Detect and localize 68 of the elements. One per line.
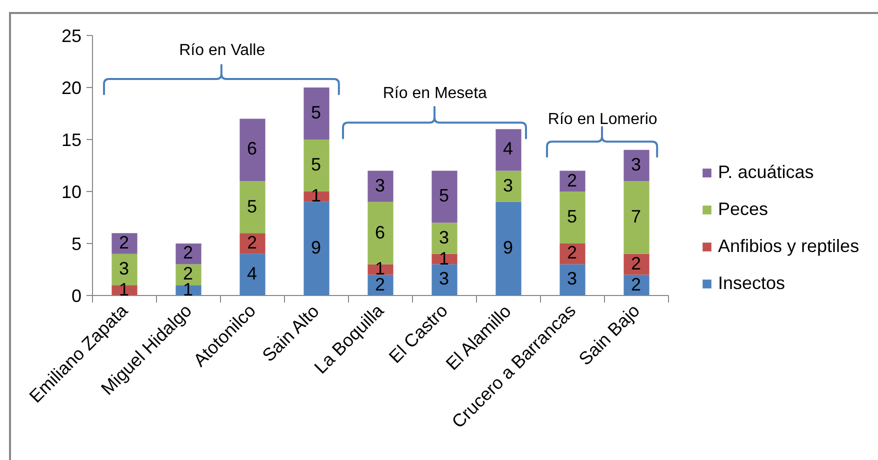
bar	[432, 222, 458, 254]
bar	[624, 150, 650, 182]
bar	[560, 192, 586, 244]
bar	[432, 254, 458, 264]
y-tick-label: 25	[61, 26, 82, 46]
annotation: Río en Meseta	[382, 85, 488, 102]
data-label: 2	[182, 243, 194, 264]
data-label: 3	[502, 175, 514, 196]
bar	[240, 181, 266, 234]
data-label: 7	[630, 206, 642, 228]
bar	[432, 264, 458, 296]
legend-label: Peces	[718, 199, 768, 220]
data-label: 1	[118, 279, 130, 300]
bar	[624, 181, 650, 254]
bar	[240, 118, 266, 182]
bar	[240, 233, 266, 254]
data-label: 6	[246, 139, 258, 160]
legend-label: Insectos	[718, 273, 786, 294]
data-label: 3	[630, 154, 642, 176]
bar	[432, 170, 458, 223]
data-label: 5	[566, 206, 578, 228]
bar	[304, 88, 330, 140]
bar	[368, 274, 394, 296]
data-label: 1	[310, 186, 322, 207]
legend-label: Anfibios y reptiles	[718, 236, 860, 257]
data-label: 1	[438, 248, 450, 269]
annotation: Río en Lomerio	[548, 111, 658, 128]
data-label: 2	[630, 253, 642, 274]
bar	[624, 274, 650, 296]
y-tick-label: 5	[71, 234, 82, 254]
bar	[304, 202, 330, 296]
data-label: 2	[246, 232, 258, 254]
bar	[560, 244, 586, 264]
data-label: 9	[502, 238, 514, 259]
data-label: 2	[566, 170, 578, 191]
bar	[560, 170, 586, 192]
y-tick-label: 0	[71, 286, 82, 306]
data-label: 2	[118, 232, 130, 254]
data-label: 5	[246, 196, 258, 217]
data-label: 5	[310, 102, 322, 124]
data-label: 4	[502, 139, 514, 160]
data-label: 6	[374, 222, 386, 243]
bar	[496, 129, 522, 171]
bar	[560, 264, 586, 296]
y-tick-label: 15	[61, 130, 82, 150]
bar	[624, 254, 650, 275]
data-label: 3	[118, 258, 130, 280]
bar	[240, 254, 266, 296]
bar	[496, 202, 522, 296]
data-label: 2	[566, 243, 578, 264]
bar	[112, 233, 138, 254]
data-label: 3	[566, 269, 578, 290]
data-label: 3	[438, 227, 450, 248]
data-label: 4	[246, 264, 258, 285]
bar	[176, 244, 202, 264]
data-label: 5	[438, 186, 450, 207]
x-tick-label: Sain Bajo	[574, 300, 644, 370]
y-tick-label: 10	[61, 182, 82, 202]
data-label: 2	[630, 274, 642, 295]
bar	[496, 170, 522, 202]
legend-label: P. acuáticas	[718, 162, 814, 183]
data-label: 5	[310, 154, 322, 176]
data-label: 3	[438, 269, 450, 290]
data-label: 9	[310, 238, 322, 259]
y-tick-label: 20	[61, 78, 82, 98]
data-label: 3	[374, 175, 386, 196]
bar	[368, 170, 394, 202]
annotation: Río en Valle	[179, 42, 266, 60]
